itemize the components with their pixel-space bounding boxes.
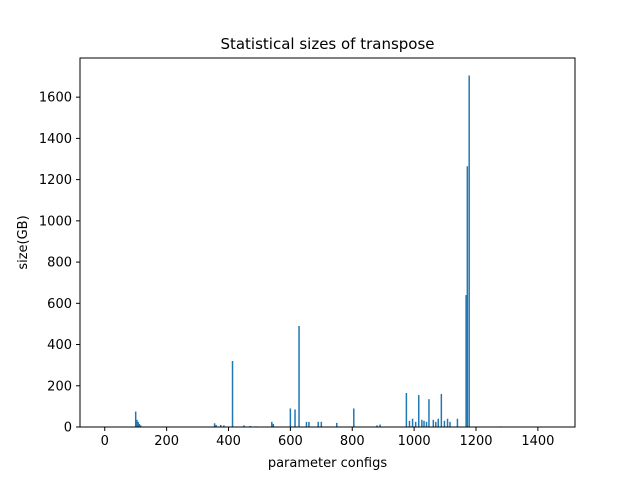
bar: [421, 419, 423, 427]
y-axis: 0 200 400 600 800 1000 1200 1400 1600: [39, 91, 80, 436]
bar: [336, 422, 338, 427]
y-tick-label: 1000: [39, 214, 72, 229]
bar: [379, 424, 381, 427]
bar: [418, 395, 420, 427]
bar: [468, 75, 470, 428]
bar: [405, 392, 408, 427]
bar: [320, 421, 323, 427]
bar: [443, 420, 446, 427]
x-tick-label: 1000: [398, 434, 431, 449]
x-axis-label: parameter configs: [268, 456, 388, 471]
bar: [249, 425, 251, 427]
bar: [435, 421, 437, 427]
bar: [465, 295, 467, 427]
y-tick-label: 400: [47, 338, 72, 353]
x-tick-label: 600: [278, 434, 303, 449]
bar: [213, 423, 216, 427]
bar: [289, 408, 292, 427]
y-tick-label: 200: [47, 379, 72, 394]
x-tick-label: 1200: [459, 434, 492, 449]
plot-frame: [79, 57, 576, 428]
bar: [294, 409, 296, 427]
bar: [231, 361, 234, 427]
y-tick-label: 1200: [39, 173, 72, 188]
bar: [215, 424, 217, 427]
bar: [437, 418, 439, 427]
chart-title: Statistical sizes of transpose: [220, 35, 434, 53]
bar: [138, 423, 141, 427]
bar: [305, 421, 308, 427]
x-tick-label: 1400: [521, 434, 554, 449]
x-tick-label: 0: [101, 434, 109, 449]
x-axis: 0 200 400 600 800 1000 1200 1400: [101, 427, 554, 449]
bar: [134, 411, 137, 427]
bar: [136, 419, 138, 427]
x-tick-label: 800: [340, 434, 365, 449]
x-tick-label: 400: [216, 434, 241, 449]
bar: [272, 423, 275, 427]
bar: [271, 421, 273, 427]
y-axis-label: size(GB): [16, 215, 31, 269]
bar: [376, 425, 378, 427]
bar: [428, 399, 430, 427]
y-tick-label: 800: [47, 256, 72, 271]
bar: [440, 394, 443, 427]
bar: [353, 408, 355, 427]
bar: [449, 421, 451, 427]
bar: [317, 421, 319, 427]
bar: [243, 425, 245, 427]
bar: [223, 425, 225, 427]
bar: [408, 420, 411, 427]
bar: [137, 421, 139, 427]
bar: [423, 420, 425, 427]
bar: [220, 424, 222, 427]
bar: [411, 418, 414, 427]
bars-group: [116, 75, 517, 428]
y-tick-label: 1400: [39, 132, 72, 147]
x-tick-label: 200: [154, 434, 179, 449]
bar: [414, 421, 417, 427]
y-tick-label: 0: [64, 421, 72, 436]
bar: [308, 421, 310, 427]
bar: [456, 418, 459, 427]
y-tick-label: 600: [47, 297, 72, 312]
bar: [432, 419, 435, 427]
bar: [446, 418, 449, 427]
bar: [466, 166, 469, 427]
y-tick-label: 1600: [39, 91, 72, 106]
bar: [425, 421, 428, 427]
bar: [298, 325, 300, 427]
bar: [139, 425, 142, 427]
